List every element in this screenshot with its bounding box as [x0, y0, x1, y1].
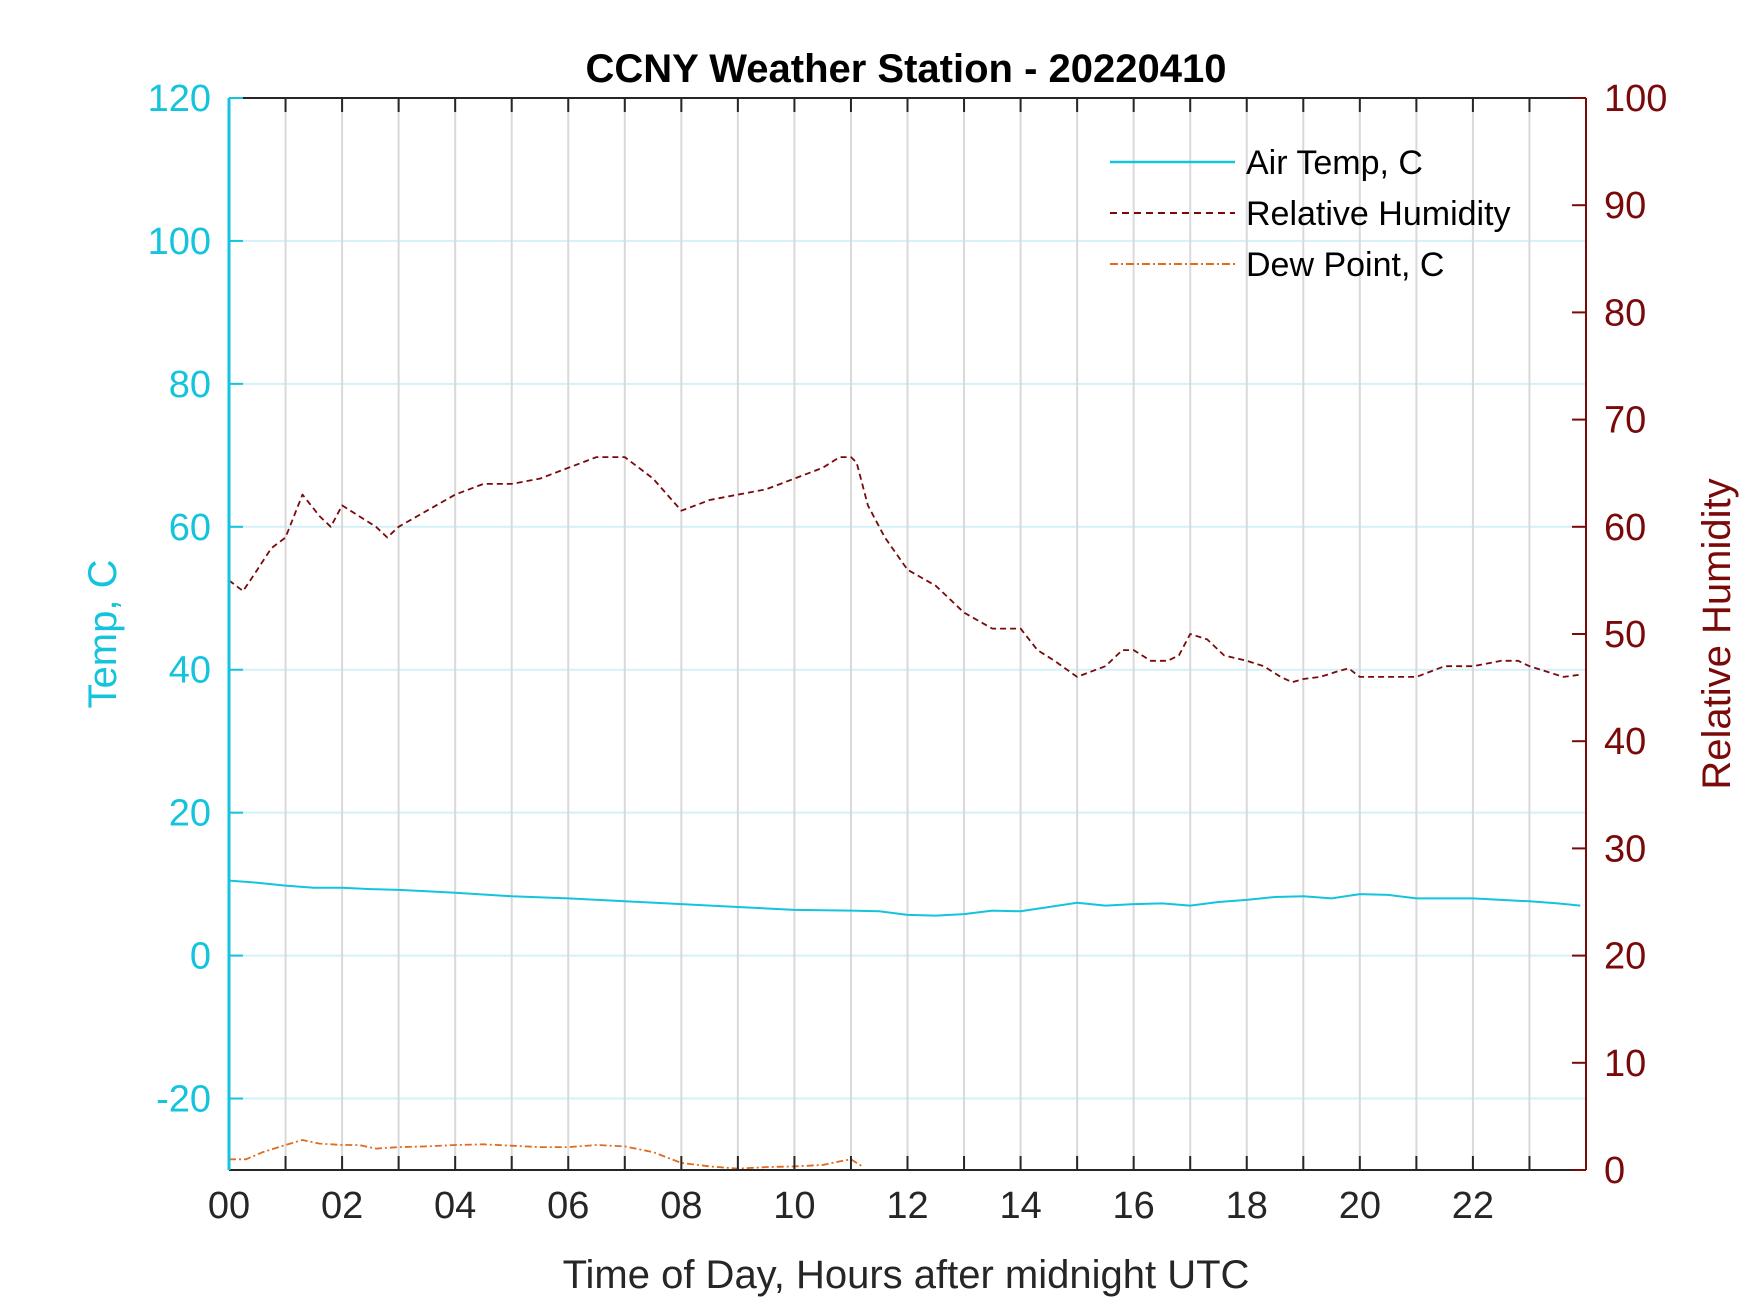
y-right-tick-label: 50	[1604, 614, 1646, 656]
y-left-tick-label: 120	[148, 78, 211, 120]
series-line-relative-humidity	[228, 456, 1581, 684]
y-right-tick-label: 10	[1604, 1043, 1646, 1085]
y-right-tick-label: 60	[1604, 507, 1646, 549]
y-right-tick-label: 80	[1604, 292, 1646, 334]
ticks-layer: 00 02 04 06 08 10 12 14 16 18 20 22-200204060801001…	[148, 78, 1668, 1227]
y-left-tick-label: 0	[190, 936, 211, 978]
x-tick-label: 06	[547, 1185, 589, 1227]
y-right-tick-label: 20	[1604, 936, 1646, 978]
y-left-tick-label: 40	[169, 650, 211, 692]
series-line-dew-point-c	[229, 1139, 863, 1170]
y-axis-label-left: Temp, C	[81, 560, 125, 709]
legend-label-dew-point: Dew Point, C	[1246, 246, 1444, 284]
y-left-tick-label: 100	[148, 221, 211, 263]
legend-label-relative-humidity: Relative Humidity	[1246, 195, 1511, 233]
y-right-tick-label: 0	[1604, 1150, 1625, 1192]
y-right-tick-label: 70	[1604, 400, 1646, 442]
legend-label-air-temp: Air Temp, C	[1246, 144, 1423, 182]
chart-title: CCNY Weather Station - 20220410	[586, 47, 1227, 91]
y-axis-label-right: Relative Humidity	[1695, 478, 1739, 789]
grid-layer	[229, 97, 1586, 1170]
x-tick-label: 18	[1226, 1185, 1268, 1227]
y-right-tick-label: 30	[1604, 828, 1646, 870]
x-tick-label: 12	[886, 1185, 928, 1227]
x-tick-label: 22	[1452, 1185, 1494, 1227]
x-tick-label: 14	[999, 1185, 1041, 1227]
y-right-tick-label: 90	[1604, 185, 1646, 227]
x-tick-label: 04	[434, 1185, 476, 1227]
x-tick-label: 08	[660, 1185, 702, 1227]
x-axis-label: Time of Day, Hours after midnight UTC	[563, 1253, 1250, 1297]
y-right-tick-label: 100	[1604, 78, 1667, 120]
legend: Air Temp, C Relative Humidity Dew Point,…	[1110, 144, 1511, 284]
series-layer	[228, 456, 1581, 1170]
x-tick-label: 16	[1113, 1185, 1155, 1227]
y-left-tick-label: 60	[169, 507, 211, 549]
y-right-tick-label: 40	[1604, 721, 1646, 763]
x-tick-label: 20	[1339, 1185, 1381, 1227]
y-left-tick-label: 80	[169, 364, 211, 406]
y-left-tick-label: 20	[169, 793, 211, 835]
series-line-air-temp-c	[228, 879, 1581, 917]
x-tick-label: 10	[773, 1185, 815, 1227]
y-left-tick-label: -20	[156, 1079, 211, 1121]
x-tick-label: 02	[321, 1185, 363, 1227]
x-tick-label: 00	[208, 1185, 250, 1227]
